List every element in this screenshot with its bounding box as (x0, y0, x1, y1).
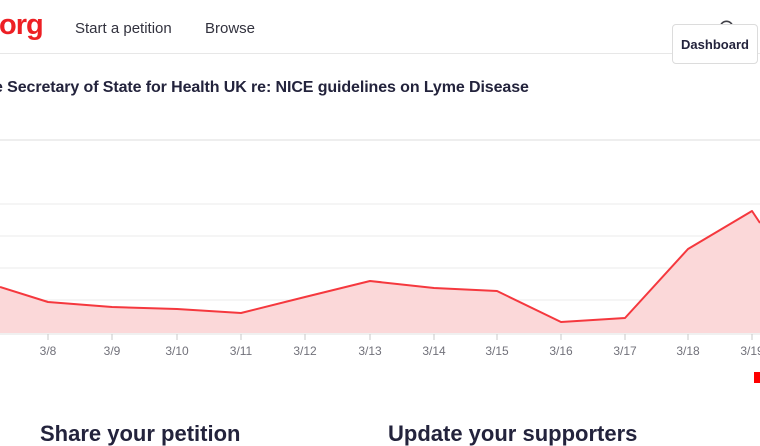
petition-header: e Secretary of State for Health UK re: N… (0, 54, 760, 133)
x-axis-label: 3/12 (293, 344, 317, 358)
brand-logo[interactable]: org (0, 9, 44, 41)
x-axis-label: 3/16 (549, 344, 573, 358)
chart-area-fill (0, 211, 760, 333)
signatures-chart-svg (0, 139, 760, 340)
x-axis-label: 3/13 (358, 344, 382, 358)
x-axis-label: 3/17 (613, 344, 637, 358)
dashboard-button[interactable]: Dashboard (672, 24, 758, 64)
nav-browse[interactable]: Browse (205, 20, 256, 37)
chart-line (0, 210, 760, 323)
x-axis-label: 3/19 (740, 344, 760, 358)
x-axis-label: 3/8 (39, 344, 57, 358)
x-axis-label: 3/11 (229, 344, 253, 358)
signatures-chart (0, 133, 760, 345)
nav-start-a-petition[interactable]: Start a petition (75, 20, 172, 37)
legend-swatch (754, 372, 760, 383)
update-supporters-heading: Update your supporters (388, 421, 638, 446)
petition-title: e Secretary of State for Health UK re: N… (0, 79, 529, 96)
top-nav: org Start a petition Browse (0, 0, 760, 54)
share-petition-heading: Share your petition (40, 421, 241, 446)
x-axis-label: 3/14 (422, 344, 446, 358)
x-axis-label: 3/10 (165, 344, 189, 358)
x-axis-label: 3/15 (485, 344, 509, 358)
x-axis-label: 3/9 (103, 344, 121, 358)
x-axis-label: 3/18 (676, 344, 700, 358)
